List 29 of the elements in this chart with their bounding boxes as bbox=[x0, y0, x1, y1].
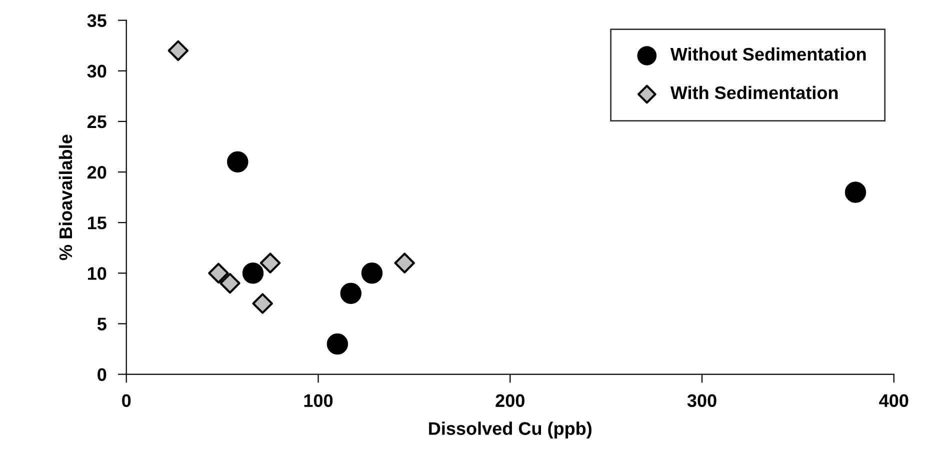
y-tick-label: 10 bbox=[88, 267, 106, 280]
x-tick-label: 0 bbox=[122, 394, 131, 408]
y-tick-label: 15 bbox=[88, 216, 106, 230]
y-tick-label: 0 bbox=[98, 368, 106, 382]
point bbox=[326, 333, 348, 355]
y-tick-label: 25 bbox=[87, 115, 106, 128]
point bbox=[242, 262, 264, 284]
x-tick-label: 300 bbox=[687, 394, 716, 408]
point bbox=[340, 282, 362, 304]
point bbox=[361, 262, 383, 284]
point bbox=[208, 262, 229, 284]
y-tick-label: 20 bbox=[87, 166, 106, 179]
x-tick-label: 400 bbox=[879, 394, 908, 408]
point bbox=[252, 293, 273, 314]
point bbox=[227, 151, 248, 173]
x-tick-label: 200 bbox=[496, 394, 524, 408]
y-tick-label: 30 bbox=[87, 64, 106, 78]
point bbox=[220, 272, 240, 294]
point bbox=[168, 40, 189, 61]
legend-label: With Sedimentation bbox=[670, 86, 838, 100]
x-axis-title: Dissolved Cu (ppb) bbox=[429, 422, 592, 439]
point bbox=[844, 182, 866, 203]
y-tick-label: 35 bbox=[87, 14, 106, 28]
y-axis-title: % Bioavailable bbox=[58, 134, 72, 260]
point bbox=[260, 252, 281, 274]
legend-label: Without Sedimentation bbox=[670, 47, 866, 61]
y-tick-label: 5 bbox=[97, 318, 106, 330]
x-tick-label: 100 bbox=[304, 394, 333, 408]
point bbox=[394, 252, 415, 274]
